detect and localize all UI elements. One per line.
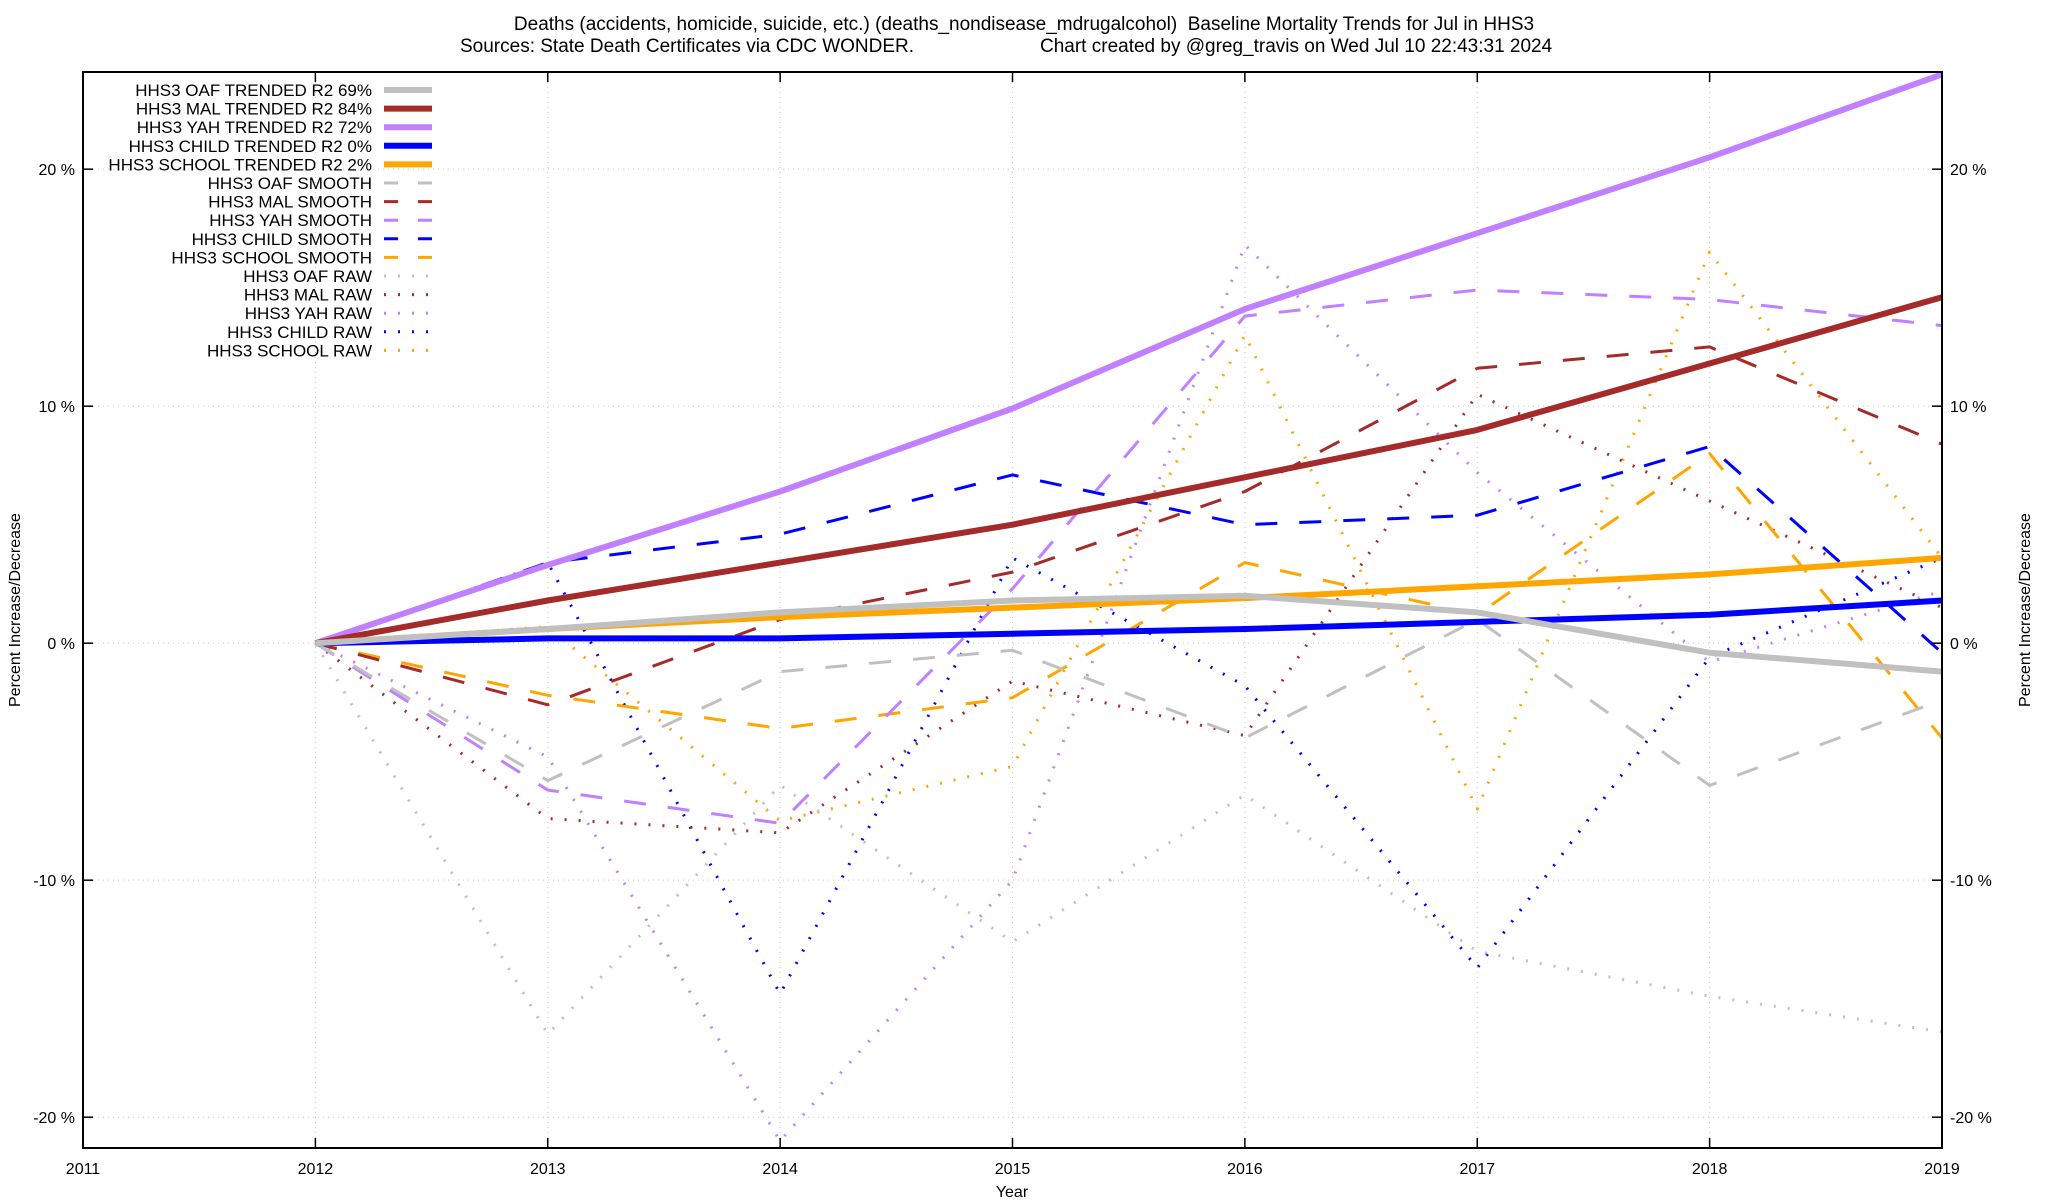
x-tick-label: 2012 — [298, 1161, 334, 1178]
legend: HHS3 OAF TRENDED R2 69%HHS3 MAL TRENDED … — [108, 81, 432, 360]
legend-label: HHS3 OAF RAW — [243, 267, 372, 286]
legend-label: HHS3 MAL SMOOTH — [208, 193, 372, 212]
legend-label: HHS3 CHILD SMOOTH — [192, 230, 372, 249]
series-line-hhs3-oaf-raw — [314, 642, 1942, 1036]
y2-tick-label: 0 % — [1950, 636, 1978, 653]
legend-label: HHS3 YAH SMOOTH — [209, 211, 372, 230]
series-line-hhs3-child-trended-r2 — [315, 597, 1942, 647]
y2-axis-label: Percent Increase/Decrease — [2017, 513, 2034, 707]
x-tick-label: 2016 — [1227, 1161, 1263, 1178]
y2-tick-label: -20 % — [1950, 1110, 1992, 1127]
series-line-hhs3-child-smooth — [314, 445, 1942, 654]
chart-subtitle-source: Sources: State Death Certificates via CD… — [460, 36, 915, 57]
series-line-hhs3-mal-smooth — [315, 345, 1942, 707]
y-tick-label: 0 % — [47, 636, 75, 653]
legend-label: HHS3 SCHOOL TRENDED R2 2% — [108, 155, 372, 174]
series-line-hhs3-oaf-smooth — [314, 618, 1942, 787]
chart-subtitle-credit: Chart created by @greg_travis on Wed Jul… — [1040, 36, 1553, 57]
series-line-hhs3-yah-trended-r2 — [314, 72, 1942, 647]
x-axis-label: Year — [996, 1184, 1029, 1200]
legend-label: HHS3 OAF SMOOTH — [208, 174, 372, 193]
legend-label: HHS3 MAL RAW — [244, 286, 372, 305]
series-line-hhs3-mal-raw — [314, 392, 1942, 835]
x-tick-label: 2018 — [1692, 1161, 1728, 1178]
series-line-hhs3-school-raw — [315, 250, 1942, 823]
y2-tick-label: 20 % — [1950, 162, 1986, 179]
x-tick-label: 2011 — [66, 1161, 101, 1178]
legend-label: HHS3 OAF TRENDED R2 69% — [135, 81, 372, 100]
y-tick-label: -10 % — [33, 873, 75, 890]
legend-label: HHS3 CHILD TRENDED R2 0% — [129, 137, 372, 156]
y-tick-label: -20 % — [33, 1110, 75, 1127]
legend-label: HHS3 SCHOOL SMOOTH — [171, 248, 372, 267]
series-line-hhs3-mal-trended-r2 — [314, 294, 1942, 647]
y-tick-label: 20 % — [39, 162, 75, 179]
chart-title: Deaths (accidents, homicide, suicide, et… — [513, 14, 1535, 35]
y-tick-label: 10 % — [39, 399, 75, 416]
x-tick-label: 2017 — [1459, 1161, 1495, 1178]
series-line-hhs3-yah-smooth — [314, 288, 1942, 825]
series-group — [314, 72, 1942, 1143]
x-tick-label: 2015 — [995, 1161, 1031, 1178]
y-axis-label: Percent Increase/Decrease — [7, 513, 24, 707]
legend-label: HHS3 CHILD RAW — [227, 323, 372, 342]
legend-label: HHS3 YAH TRENDED R2 72% — [137, 118, 372, 137]
legend-label: HHS3 MAL TRENDED R2 84% — [136, 100, 372, 119]
x-tick-label: 2013 — [530, 1161, 566, 1178]
legend-label: HHS3 YAH RAW — [245, 304, 372, 323]
y2-tick-label: 10 % — [1950, 399, 1986, 416]
x-tick-label: 2019 — [1924, 1161, 1960, 1178]
series-line-hhs3-oaf-trended-r2 — [315, 592, 1942, 675]
x-tick-label: 2014 — [762, 1161, 798, 1178]
y2-tick-label: -10 % — [1950, 873, 1992, 890]
legend-label: HHS3 SCHOOL RAW — [207, 341, 372, 360]
axes: 2011 2012 2013 2014 2015 2016 2017 2018 2019 -20 … — [33, 72, 1992, 1178]
